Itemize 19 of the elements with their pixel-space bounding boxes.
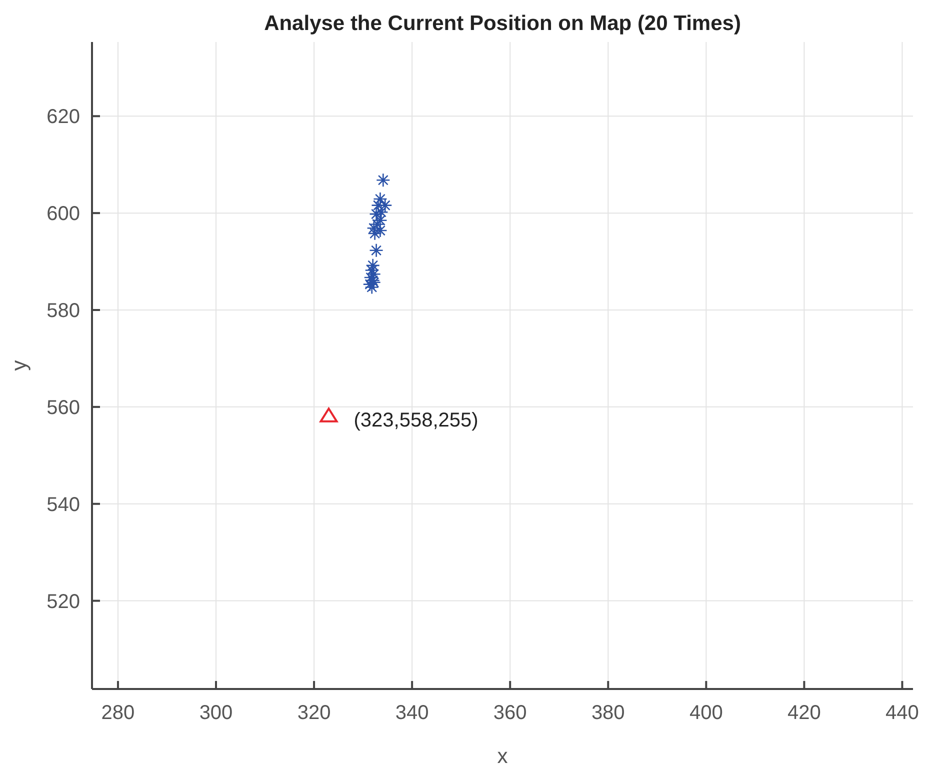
x-tick-label: 420 — [788, 702, 821, 724]
y-tick-label: 520 — [46, 590, 80, 613]
x-tick-label: 320 — [297, 702, 331, 724]
x-tick-label: 280 — [101, 702, 135, 724]
annotation: (323,558,255) — [354, 410, 478, 432]
x-tick-label: 300 — [199, 702, 233, 724]
y-axis-title: y — [8, 360, 31, 371]
y-tick-label: 620 — [46, 106, 80, 128]
x-tick-label: 400 — [689, 702, 723, 724]
chart-title: Analyse the Current Position on Map (20 Times) — [264, 12, 741, 35]
y-tick-label: 580 — [46, 300, 80, 322]
x-tick-label: 440 — [886, 702, 919, 724]
x-tick-label: 360 — [493, 702, 527, 724]
x-tick-label: 340 — [395, 702, 429, 724]
y-tick-label: 540 — [46, 494, 80, 516]
x-axis-title: x — [497, 745, 508, 768]
y-tick-label: 600 — [46, 203, 80, 226]
y-tick-label: 560 — [46, 396, 80, 419]
x-tick-label: 380 — [591, 702, 625, 724]
